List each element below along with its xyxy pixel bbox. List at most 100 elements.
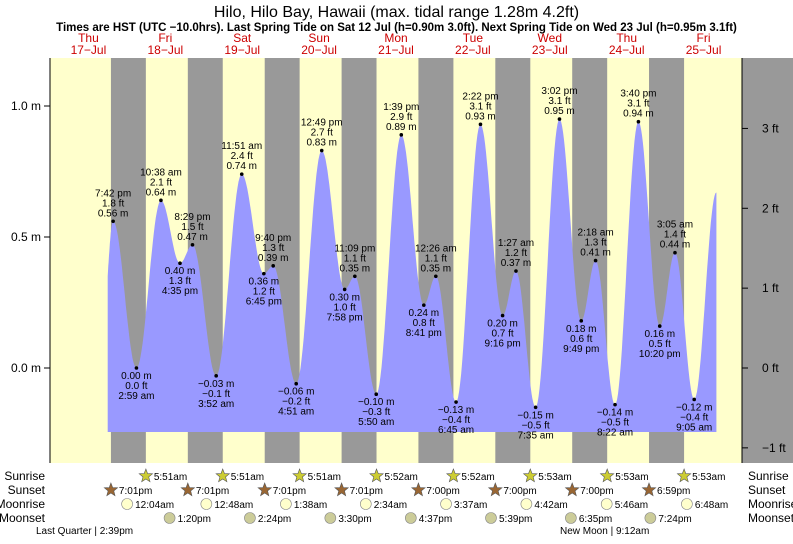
sunrise-star-icon xyxy=(138,468,154,483)
sunset-star-icon xyxy=(103,482,119,497)
day-date-label: 18−Jul xyxy=(147,43,183,57)
tide-ft-label: 1.4 ft xyxy=(664,230,686,241)
moonrise-time-label: 3:37am xyxy=(454,500,487,511)
tide-time-label: 4:51 am xyxy=(278,407,314,418)
day-name-label: Mon xyxy=(384,31,407,45)
chart-title: Hilo, Hilo Bay, Hawaii (max. tidal range… xyxy=(214,4,579,21)
sunset-time-label: 7:01pm xyxy=(196,486,229,497)
sunrise-time-label: 5:53am xyxy=(615,472,648,483)
sunrise-time-label: 5:53am xyxy=(692,472,725,483)
tide-extreme-point xyxy=(374,392,379,397)
tide-ft-label: 1.1 ft xyxy=(425,253,447,264)
tide-time-label: 2:18 am xyxy=(578,228,614,239)
tide-ft-label: 0.7 ft xyxy=(491,329,513,340)
tide-m-label: −0.13 m xyxy=(438,405,474,416)
moonset-time-label: 6:35pm xyxy=(579,514,612,525)
astronomy-rows: Sunrise Sunrise 5:51am 5:51am 5:51am 5:52am 5:… xyxy=(0,468,793,525)
tide-time-label: 6:45 pm xyxy=(246,297,282,308)
tide-time-label: 9:40 pm xyxy=(255,233,291,244)
tide-ft-label: 0.5 ft xyxy=(649,339,671,350)
tide-extreme-point xyxy=(262,271,266,276)
tide-time-label: 3:02 pm xyxy=(541,86,577,97)
tide-extreme-point xyxy=(294,381,299,386)
tide-m-label: 0.20 m xyxy=(487,319,518,330)
tide-m-label: 0.95 m xyxy=(544,106,575,117)
y-tick-label-ft: 1 ft xyxy=(762,281,779,295)
tide-time-label: 3:52 am xyxy=(198,399,234,410)
tide-m-label: 0.00 m xyxy=(121,371,152,382)
tide-time-label: 2:22 pm xyxy=(462,91,498,102)
sunrise-star-icon xyxy=(599,468,615,483)
tide-time-label: 8:22 am xyxy=(597,428,633,439)
moonrise-row-label-right: Moonrise xyxy=(748,497,793,511)
tide-m-label: 0.35 m xyxy=(421,263,452,274)
tide-extreme-point xyxy=(353,274,357,279)
day-date-label: 19−Jul xyxy=(224,43,260,57)
sunrise-star-icon xyxy=(215,468,231,483)
tide-m-label: −0.15 m xyxy=(517,410,553,421)
tide-m-label: 0.94 m xyxy=(623,109,654,120)
tide-extreme-point xyxy=(557,117,562,121)
day-date-label: 22−Jul xyxy=(455,43,491,57)
tide-extreme-point xyxy=(533,405,538,410)
sunrise-time-label: 5:52am xyxy=(385,472,418,483)
moonset-moon-icon xyxy=(644,512,657,524)
tide-ft-label: 0.0 ft xyxy=(125,381,147,392)
moonrise-time-label: 2:34am xyxy=(374,500,407,511)
moonset-moon-icon xyxy=(405,512,417,524)
sunrise-time-label: 5:53am xyxy=(538,472,571,483)
moonrise-time-label: 4:42am xyxy=(534,500,567,511)
sunrise-time-label: 5:51am xyxy=(154,472,187,483)
moonset-moon-icon xyxy=(485,512,497,524)
tide-m-label: 0.56 m xyxy=(98,208,129,219)
moonrise-moon-icon xyxy=(520,498,533,510)
tide-ft-label: 2.7 ft xyxy=(311,128,333,139)
sunset-star-icon xyxy=(410,482,426,497)
day-name-label: Tue xyxy=(463,31,484,45)
y-tick-label-ft: −1 ft xyxy=(762,441,786,455)
moonrise-moon-icon xyxy=(121,498,133,510)
tide-time-label: 1:39 pm xyxy=(383,102,419,113)
tide-extreme-point xyxy=(399,133,404,137)
tide-extreme-point xyxy=(134,366,139,370)
sunrise-row-label-left: Sunrise xyxy=(4,469,45,483)
tide-ft-label: 1.8 ft xyxy=(102,198,124,209)
sunrise-time-label: 5:51am xyxy=(231,472,264,483)
moonset-time-label: 5:39pm xyxy=(499,514,532,525)
moonrise-row-label-left: Moonrise xyxy=(0,497,45,511)
day-date-label: 17−Jul xyxy=(71,43,107,57)
tide-m-label: 0.24 m xyxy=(409,308,440,319)
tide-ft-label: 1.0 ft xyxy=(334,302,356,313)
moonset-time-label: 1:20pm xyxy=(178,514,211,525)
tide-m-label: 0.44 m xyxy=(660,240,691,251)
tide-extreme-point xyxy=(657,324,662,328)
day-name-label: Sun xyxy=(308,31,329,45)
moonrise-moon-icon xyxy=(440,498,452,510)
day-date-label: 23−Jul xyxy=(532,43,568,57)
tide-extreme-point xyxy=(342,287,347,292)
moonrise-time-label: 12:48am xyxy=(214,500,253,511)
moonrise-moon-icon xyxy=(280,498,292,510)
tide-extreme-point xyxy=(454,400,458,404)
tide-time-label: 7:42 pm xyxy=(95,188,131,199)
tide-time-label: 4:35 pm xyxy=(162,286,198,297)
tide-time-label: 7:35 am xyxy=(518,430,554,441)
tide-extreme-point xyxy=(271,264,276,268)
sunrise-star-icon xyxy=(676,468,692,483)
day-name-label: Fri xyxy=(158,31,172,45)
moonrise-moon-icon xyxy=(600,498,613,510)
sunset-time-label: 7:00pm xyxy=(503,486,536,497)
tide-area xyxy=(107,119,717,432)
tide-ft-label: 3.1 ft xyxy=(627,99,649,110)
tide-time-label: 12:49 pm xyxy=(301,118,343,129)
tide-time-label: 11:09 pm xyxy=(334,243,375,254)
day-date-label: 24−Jul xyxy=(609,43,645,57)
moonset-time-label: 2:24pm xyxy=(258,514,291,525)
tide-time-label: 3:05 am xyxy=(657,220,693,231)
sunset-time-label: 7:01pm xyxy=(119,486,152,497)
tide-ft-label: 0.8 ft xyxy=(413,318,435,329)
tide-extreme-point xyxy=(159,198,163,203)
moonset-moon-icon xyxy=(565,512,577,524)
moonrise-time-label: 12:04am xyxy=(135,500,174,511)
